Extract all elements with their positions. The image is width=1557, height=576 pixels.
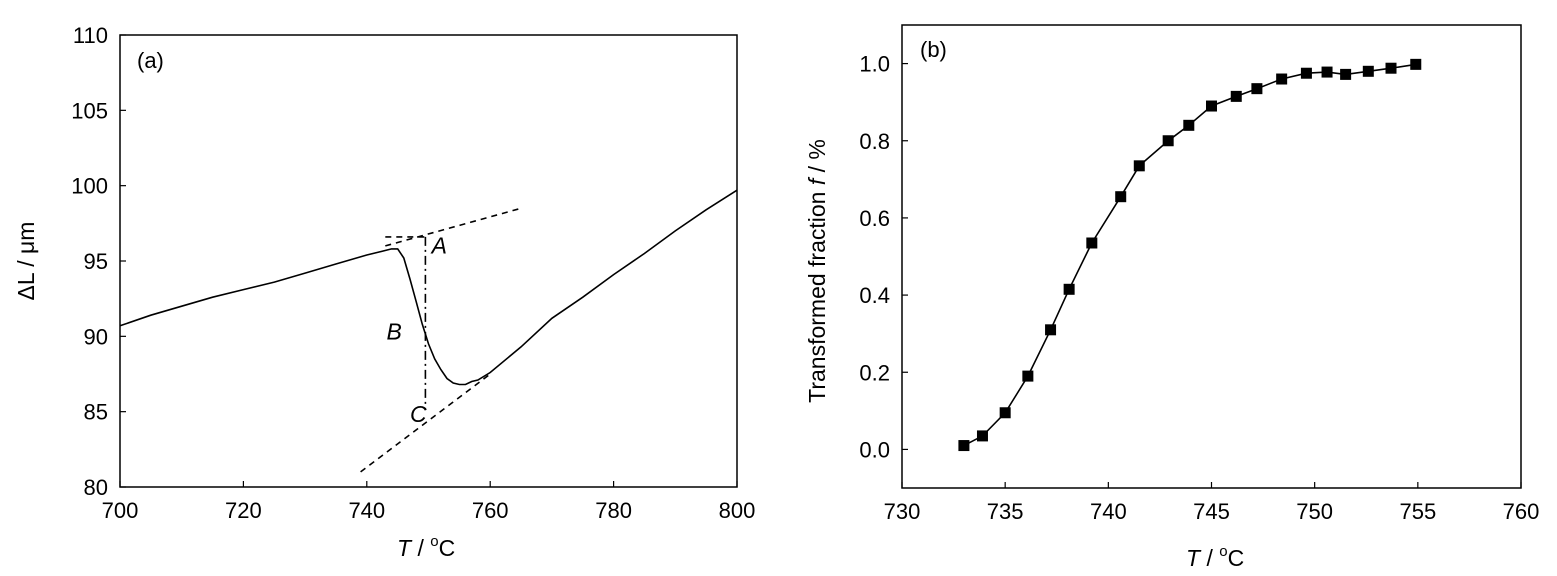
data-point — [1022, 370, 1034, 382]
panel-a: (a) T / oC ΔL / μm 700 720 740 760 780 800 80… — [13, 23, 755, 561]
y-tick-label: 1.0 — [859, 52, 890, 77]
x-tick-label: 760 — [472, 498, 509, 523]
y-tick-label: 0.2 — [859, 360, 890, 385]
series-line-1 — [385, 207, 522, 247]
x-tick-label: 730 — [884, 499, 921, 524]
series-line-2 — [360, 373, 491, 473]
annotations-a: A B C — [387, 232, 447, 427]
y-tick-label: 85 — [84, 400, 108, 425]
plot-frame-a — [119, 34, 738, 488]
data-point — [1115, 191, 1127, 203]
data-point — [1183, 119, 1195, 131]
data-point — [1133, 160, 1145, 172]
data-point — [1321, 66, 1333, 78]
data-point — [1362, 65, 1374, 77]
x-tick-label: 755 — [1399, 499, 1436, 524]
plot-frame-b — [901, 24, 1522, 489]
x-tick-label: 740 — [348, 498, 385, 523]
panel-b: (b) T / oC Transformed fraction f / % 73… — [804, 24, 1540, 571]
y-ticks-b: 0.0 0.2 0.4 0.6 0.8 1.0 — [859, 52, 908, 462]
y-tick-label: 0.4 — [859, 283, 890, 308]
y-tick-label: 0.0 — [859, 437, 890, 462]
y-tick-label: 100 — [71, 174, 108, 199]
series-a — [119, 189, 738, 473]
panel-label-a: (a) — [137, 48, 164, 73]
y-tick-label: 0.8 — [859, 129, 890, 154]
annotation-A: A — [430, 232, 447, 258]
x-tick-label: 800 — [719, 498, 756, 523]
series-line-0 — [119, 189, 738, 386]
data-point — [1063, 283, 1075, 295]
x-ticks-b: 730 735 740 745 750 755 760 — [884, 482, 1540, 524]
x-tick-label: 780 — [595, 498, 632, 523]
data-point — [1045, 324, 1057, 336]
y-tick-label: 0.6 — [859, 206, 890, 231]
y-tick-label: 90 — [84, 324, 108, 349]
y-tick-label: 80 — [84, 475, 108, 500]
data-point — [1300, 67, 1312, 79]
data-point — [1206, 100, 1217, 112]
data-point — [1410, 58, 1422, 70]
data-point — [1086, 237, 1098, 249]
x-ticks-a: 700 720 740 760 780 800 — [102, 481, 756, 523]
x-tick-label: 700 — [102, 498, 139, 523]
x-tick-label: 720 — [225, 498, 262, 523]
data-point — [1340, 68, 1352, 80]
y-tick-label: 110 — [73, 23, 108, 48]
series-b — [958, 58, 1422, 452]
y-axis-label-a: ΔL / μm — [13, 222, 39, 301]
x-tick-label: 760 — [1503, 499, 1540, 524]
data-point — [1251, 83, 1263, 95]
y-ticks-a: 80 85 90 95 100 105 110 — [71, 23, 126, 500]
x-axis-label-b: T / oC — [1186, 543, 1244, 571]
y-tick-label: 105 — [71, 98, 108, 123]
y-axis-label-b: Transformed fraction f / % — [804, 139, 830, 403]
annotation-B: B — [387, 318, 402, 344]
x-tick-label: 740 — [1090, 499, 1127, 524]
data-point — [999, 407, 1011, 419]
data-point — [1162, 135, 1174, 147]
data-point — [1385, 62, 1397, 74]
data-point — [976, 430, 988, 442]
data-point — [1230, 90, 1242, 102]
x-axis-label-a: T / oC — [397, 533, 455, 561]
x-tick-label: 750 — [1296, 499, 1333, 524]
data-point — [1276, 73, 1288, 85]
data-point — [958, 440, 970, 452]
x-tick-label: 735 — [987, 499, 1024, 524]
panel-label-b: (b) — [920, 37, 947, 62]
annotation-C: C — [410, 401, 427, 427]
x-tick-label: 745 — [1193, 499, 1230, 524]
y-tick-label: 95 — [84, 249, 108, 274]
